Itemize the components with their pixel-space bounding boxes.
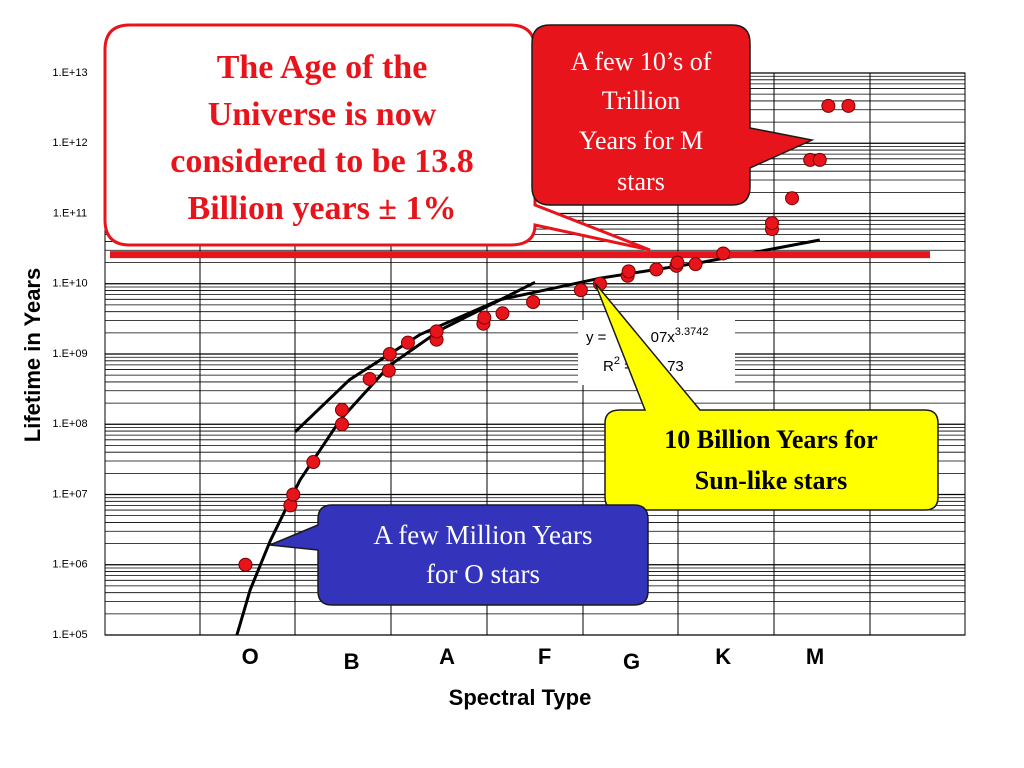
data-point <box>334 402 349 417</box>
r2-part: R <box>603 358 614 375</box>
y-tick-label: 1.E+05 <box>52 629 87 641</box>
equation-exponent: 3.3742 <box>675 326 709 338</box>
data-point <box>286 487 301 502</box>
callout-shape <box>531 24 815 206</box>
equation-part: y = <box>586 329 611 346</box>
callout-shape <box>269 504 649 606</box>
marks <box>110 98 930 636</box>
callout-text: Sun-like stars <box>695 466 847 495</box>
callout-text: Billion years ± 1% <box>188 190 457 227</box>
data-point <box>495 306 510 321</box>
callout-age: The Age of the Universe is now considere… <box>103 23 651 252</box>
data-point <box>238 557 253 572</box>
y-tick-label: 1.E+06 <box>52 559 87 571</box>
y-tick-label: 1.E+12 <box>52 137 87 149</box>
y-tick-label: 1.E+11 <box>53 207 87 219</box>
x-tick-label: A <box>439 644 455 669</box>
data-point <box>362 372 377 387</box>
callout-text: A few 10’s of <box>571 47 712 76</box>
data-point <box>649 262 664 277</box>
y-tick-label: 1.E+10 <box>52 278 87 290</box>
data-point <box>526 294 541 309</box>
data-point <box>477 310 492 325</box>
data-point <box>764 216 779 231</box>
x-tick-label: G <box>623 649 640 674</box>
data-point <box>381 363 396 378</box>
data-point <box>812 152 827 167</box>
callout-text: considered to be 13.8 <box>170 143 473 180</box>
data-point <box>400 335 415 350</box>
data-point <box>841 98 856 113</box>
data-point <box>429 324 444 339</box>
data-point <box>821 98 836 113</box>
callout-shape <box>594 282 939 511</box>
x-axis-title: Spectral Type <box>449 685 592 710</box>
callout-sun: 10 Billion Years for Sun-like stars <box>594 282 939 511</box>
equation-part: 07x <box>651 329 676 346</box>
y-axis-title: Lifetime in Years <box>20 268 45 442</box>
equation-text: y = 07x3.3742 <box>586 326 708 346</box>
callout-m-stars: A few 10’s of Trillion Years for M stars <box>531 24 815 206</box>
data-point <box>334 417 349 432</box>
callout-text: 10 Billion Years for <box>664 425 878 454</box>
data-point <box>382 347 397 361</box>
data-point <box>306 455 321 470</box>
data-point <box>785 191 800 206</box>
data-point <box>670 255 685 270</box>
data-point <box>688 257 703 272</box>
x-tick-label: O <box>242 644 259 669</box>
callout-text: A few Million Years <box>373 520 592 550</box>
x-tick-label: K <box>715 644 731 669</box>
callout-text: stars <box>617 167 665 196</box>
callout-text: Years for M <box>579 126 703 155</box>
data-point <box>621 264 636 279</box>
callout-text: Universe is now <box>208 96 437 133</box>
callout-text: for O stars <box>426 559 540 589</box>
y-tick-label: 1.E+07 <box>52 488 87 500</box>
y-tick-label: 1.E+09 <box>52 348 87 360</box>
callout-text: Trillion <box>602 86 681 115</box>
x-tick-label: F <box>538 644 551 669</box>
x-tick-label: M <box>806 644 824 669</box>
data-point <box>573 283 588 298</box>
y-tick-label: 1.E+08 <box>52 418 87 430</box>
r2-exponent: 2 <box>614 355 620 367</box>
x-tick-label: B <box>344 649 360 674</box>
y-tick-label: 1.E+13 <box>52 67 87 79</box>
callout-text: The Age of the <box>217 49 428 86</box>
r2-part: 73 <box>667 358 684 375</box>
callout-o-stars: A few Million Years for O stars <box>269 504 649 606</box>
data-point <box>716 246 731 261</box>
